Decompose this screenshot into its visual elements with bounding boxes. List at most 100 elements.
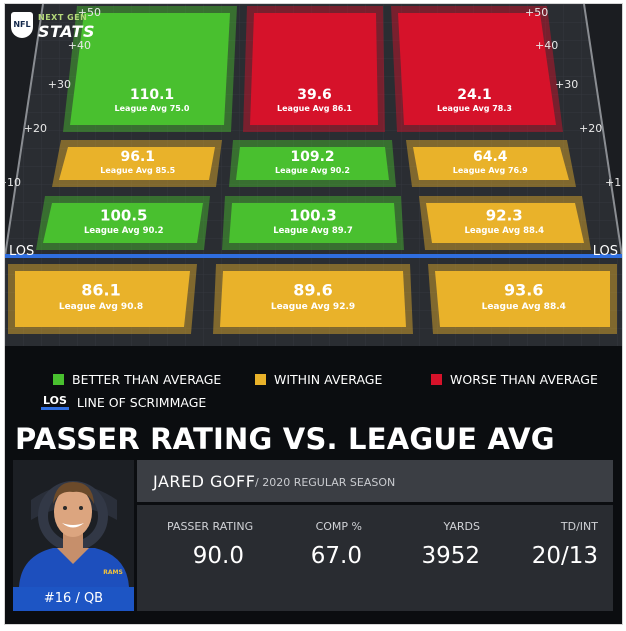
zone-short-left: 100.5 League Avg 90.2 (36, 196, 210, 250)
yard-label-left: +40 (68, 39, 91, 52)
team-wordmark: RAMS (103, 569, 123, 576)
los-label-left: LOS (9, 244, 34, 259)
zone-fill (15, 271, 190, 327)
legend-worse-label: WORSE THAN AVERAGE (450, 372, 598, 387)
legend: BETTER THAN AVERAGE WITHIN AVERAGE WORSE… (5, 366, 622, 416)
zone-rating: 109.2 (290, 149, 334, 165)
legend-better: BETTER THAN AVERAGE (53, 372, 221, 387)
yard-label-right: +20 (579, 122, 602, 135)
zone-short-middle: 100.3 League Avg 89.7 (222, 196, 404, 250)
yard-labels: +50 +50 +40 +40 +30 +30 +20 +20 +10 +10 (5, 6, 622, 189)
stats-box: PASSER RATING 90.0 COMP % 67.0 YARDS 395… (137, 505, 613, 611)
legend-better-swatch (53, 374, 64, 385)
legend-worse-swatch (431, 374, 442, 385)
yard-label-right: +40 (535, 39, 558, 52)
next-gen-stats-logo: NFL NEXT GEN STATS (11, 10, 106, 42)
zone-league-avg: League Avg 92.9 (271, 302, 355, 312)
logo-stats: STATS (38, 22, 95, 41)
left-sideline (5, 4, 44, 257)
graphic-title: PASSER RATING VS. LEAGUE AVG (15, 422, 555, 456)
legend-los-abbr: LOS (41, 395, 69, 410)
zone-league-avg: League Avg 88.4 (482, 302, 566, 312)
zone-rating: 96.1 (120, 149, 155, 165)
legend-within-label: WITHIN AVERAGE (274, 372, 383, 387)
passer-rating-graphic: 110.1 League Avg 75.0 39.6 League Avg 86.1 2… (4, 3, 623, 625)
stat-value: 3952 (421, 543, 480, 569)
zone-fill (435, 271, 610, 327)
zone-rating: 110.1 (130, 87, 174, 103)
zone-rating: 92.3 (486, 206, 523, 224)
zone-rating: 24.1 (457, 87, 492, 103)
zone-fill (70, 13, 230, 125)
zone-league-avg: League Avg 85.5 (100, 166, 175, 175)
zone-rating: 93.6 (504, 281, 543, 300)
legend-los: LOS LINE OF SCRIMMAGE (41, 395, 206, 410)
zone-league-avg: League Avg 88.4 (464, 226, 544, 236)
stat-yards: YARDS 3952 (365, 520, 480, 569)
zone-fill (250, 13, 378, 125)
zone-league-avg: League Avg 75.0 (115, 104, 190, 113)
player-headshot-icon: RAMS (13, 460, 134, 587)
season-label: / 2020 REGULAR SEASON (255, 476, 396, 489)
zone-fill (43, 203, 203, 243)
yard-label-left: +10 (5, 176, 21, 189)
zone-league-avg: League Avg 90.2 (275, 166, 350, 175)
stat-value: 20/13 (531, 543, 598, 569)
yard-label-right: +30 (555, 78, 578, 91)
yard-label-right: +10 (605, 176, 622, 189)
stat-td-int: TD/INT 20/13 (483, 520, 598, 569)
right-sideline (583, 4, 622, 257)
zone-league-avg: League Avg 76.9 (453, 166, 528, 175)
zone-league-avg: League Avg 86.1 (277, 104, 352, 113)
yard-label-left: +50 (78, 6, 101, 19)
zone-fill (59, 147, 215, 180)
nfl-shield-icon: NFL (11, 12, 33, 38)
stat-comp-pct: COMP % 67.0 (247, 520, 362, 569)
yard-label-right: +50 (525, 6, 548, 19)
zone-league-avg: League Avg 78.3 (437, 104, 512, 113)
zone-rating: 100.5 (100, 206, 147, 224)
stat-label: TD/INT (560, 520, 598, 533)
zone-behind-left: 86.1 League Avg 90.8 (8, 264, 197, 334)
zone-league-avg: League Avg 90.2 (84, 226, 164, 236)
zone-league-avg: League Avg 90.8 (59, 302, 143, 312)
zone-rating: 86.1 (81, 281, 120, 300)
zone-fill (413, 147, 569, 180)
zone-fill (229, 203, 397, 243)
zone-behind-right: 93.6 League Avg 88.4 (428, 264, 617, 334)
zone-rating: 100.3 (289, 206, 336, 224)
jersey-badge: #16 / QB (13, 587, 134, 611)
zone-league-avg: League Avg 89.7 (273, 226, 353, 236)
stat-value: 67.0 (310, 543, 362, 569)
stat-value: 90.0 (192, 543, 244, 569)
stat-passer-rating: PASSER RATING 90.0 (129, 520, 254, 569)
stat-label: YARDS (443, 520, 481, 533)
legend-better-label: BETTER THAN AVERAGE (72, 372, 222, 387)
zone-short-right: 92.3 League Avg 88.4 (419, 196, 591, 250)
yard-label-left: +20 (24, 122, 47, 135)
yard-label-left: +30 (48, 78, 71, 91)
legend-los-label: LINE OF SCRIMMAGE (76, 395, 207, 410)
zone-rating: 64.4 (473, 149, 508, 165)
stat-label: PASSER RATING (167, 520, 254, 533)
player-header: JARED GOFF / 2020 REGULAR SEASON (137, 460, 613, 502)
player-panel: RAMS #16 / QB JARED GOFF / 2020 REGULAR … (13, 460, 613, 611)
los-label-right: LOS (593, 244, 618, 259)
zone-fill (398, 13, 556, 125)
zone-fill (236, 147, 389, 180)
legend-within-swatch (255, 374, 266, 385)
stat-label: COMP % (315, 520, 362, 533)
zone-fill (426, 203, 584, 243)
zone-rating: 89.6 (293, 281, 332, 300)
zone-rating: 39.6 (297, 87, 332, 103)
logo-next-gen: NEXT GEN (38, 13, 88, 22)
zone-behind-middle: 89.6 League Avg 92.9 (213, 264, 413, 334)
